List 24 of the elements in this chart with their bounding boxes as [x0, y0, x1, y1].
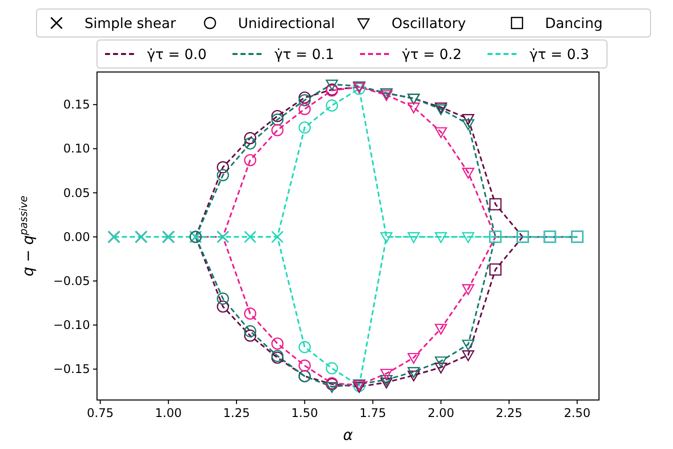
- y-tick-label: −0.10: [53, 318, 90, 332]
- legend-label: γ̇τ = 0.0: [147, 47, 207, 63]
- x-tick-label: 1.00: [155, 406, 182, 420]
- x-tick-label: 2.50: [564, 406, 591, 420]
- y-tick-label: −0.15: [53, 362, 90, 376]
- text: Oscillatory: [392, 16, 466, 32]
- text: Dancing: [545, 16, 603, 32]
- text: Unidirectional: [238, 16, 335, 32]
- y-tick-label: 0.10: [63, 142, 90, 156]
- y-tick-label: 0.15: [63, 98, 90, 112]
- x-tick-label: 1.50: [291, 406, 318, 420]
- x-tick-label: 2.25: [496, 406, 522, 420]
- y-tick-label: 0.00: [63, 230, 90, 244]
- x-tick-label: 1.25: [223, 406, 250, 420]
- y-tick-label: 0.05: [63, 186, 90, 200]
- y-tick-label: −0.05: [53, 274, 90, 288]
- x-axis-title: α: [343, 426, 354, 444]
- x-tick-label: 2.00: [428, 406, 454, 420]
- legend-label: γ̇τ = 0.3: [530, 47, 590, 63]
- legend-label: γ̇τ = 0.1: [274, 47, 334, 63]
- x-tick-label: 0.75: [86, 406, 114, 420]
- x-tick-label: 1.75: [359, 406, 386, 420]
- text: Simple shear: [84, 16, 176, 32]
- legend-label: γ̇τ = 0.2: [402, 47, 462, 63]
